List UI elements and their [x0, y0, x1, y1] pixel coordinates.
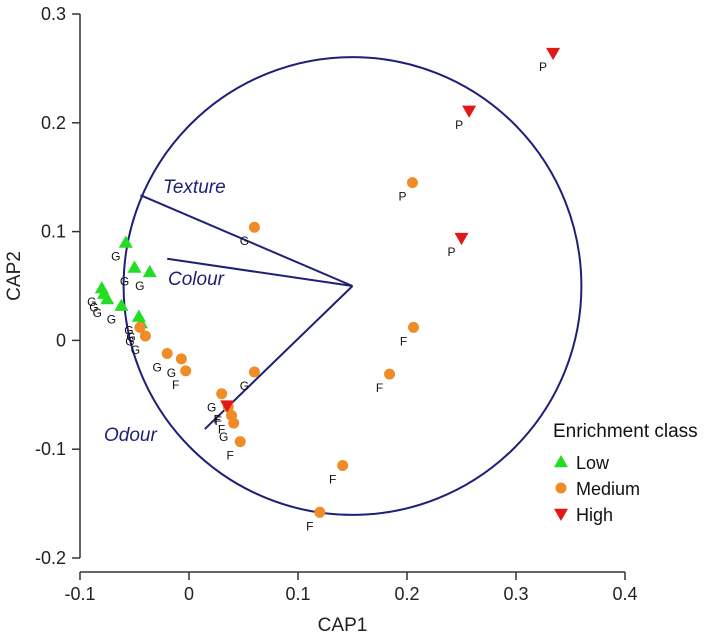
point-label: F: [213, 413, 220, 427]
point-label: G: [93, 306, 102, 320]
point-label: G: [107, 313, 116, 327]
vector-label-colour: Colour: [168, 269, 225, 290]
point-label: F: [215, 414, 222, 428]
correlation-circle: [122, 56, 583, 516]
x-tick-label: 0.1: [285, 584, 310, 604]
point-high: [546, 47, 561, 61]
point-label: G: [219, 430, 228, 444]
point-high: [454, 232, 469, 246]
point-medium: [248, 221, 260, 233]
point-label: G: [111, 249, 120, 263]
legend-marker-high: [554, 508, 568, 521]
point-label: F: [227, 449, 234, 463]
point-label: F: [400, 334, 407, 348]
x-tick-label: 0.3: [503, 584, 528, 604]
point-label: G: [124, 323, 133, 337]
x-tick-label: 0.4: [612, 584, 637, 604]
point-label: F: [376, 381, 383, 395]
point-high: [220, 400, 235, 413]
y-tick-label: -0.1: [35, 439, 66, 459]
point-medium: [234, 436, 246, 448]
point-medium: [406, 177, 418, 189]
point-medium: [134, 321, 146, 333]
vector-texture: [140, 194, 353, 287]
point-medium: [139, 330, 151, 342]
point-label: G: [153, 360, 162, 374]
point-label: P: [455, 118, 463, 132]
legend-label-low: Low: [576, 453, 610, 473]
legend-label-high: High: [576, 505, 613, 525]
point-low: [142, 264, 157, 278]
point-medium: [408, 321, 420, 333]
x-tick-label: -0.1: [64, 584, 95, 604]
point-medium: [228, 417, 240, 429]
point-label: G: [125, 334, 134, 348]
point-medium: [337, 460, 349, 472]
vector-label-texture: Texture: [163, 177, 226, 198]
vector-label-odour: Odour: [104, 425, 157, 446]
x-tick-label: 0.2: [394, 584, 419, 604]
point-low: [127, 260, 142, 273]
point-low: [100, 292, 115, 305]
y-axis-title: CAP2: [4, 251, 25, 301]
point-label: G: [126, 330, 135, 344]
point-label: F: [218, 422, 225, 436]
vector-colour: [167, 257, 353, 287]
point-medium: [161, 347, 173, 359]
point-medium: [248, 366, 260, 378]
y-tick-label: -0.2: [35, 548, 66, 568]
point-label: P: [539, 60, 547, 74]
point-medium: [216, 388, 228, 400]
point-label: G: [120, 275, 129, 289]
point-label: F: [306, 519, 313, 533]
legend: Enrichment class Low Medium High: [553, 421, 698, 525]
point-label: G: [240, 379, 249, 393]
point-low: [114, 298, 129, 311]
point-label: G: [131, 343, 140, 357]
legend-title: Enrichment class: [553, 421, 698, 442]
point-label: G: [207, 401, 216, 415]
y-tick-label: 0.3: [41, 4, 66, 24]
point-label: G: [240, 234, 249, 248]
point-medium: [314, 506, 326, 518]
point-label: G: [89, 301, 98, 315]
point-high: [462, 105, 477, 118]
point-label: G: [167, 366, 176, 380]
point-label: F: [172, 378, 179, 392]
x-tick-label: 0: [184, 584, 194, 604]
point-low: [118, 235, 133, 248]
point-label: P: [398, 190, 406, 204]
point-medium: [180, 365, 192, 377]
point-label: G: [87, 295, 96, 309]
point-label: P: [447, 245, 455, 259]
x-axis-title: CAP1: [318, 615, 368, 636]
point-label: F: [329, 473, 336, 487]
point-label: G: [135, 279, 144, 293]
axes: -0.1 0 0.1 0.2 0.3 0.4 -0.2 -0.1 0 0.1 0.2 0.3 CAP1 C…: [4, 4, 638, 636]
point-medium: [384, 368, 396, 380]
legend-marker-low: [554, 455, 568, 468]
point-medium: [175, 353, 187, 365]
legend-marker-medium: [555, 482, 567, 494]
y-tick-label: 0: [56, 330, 66, 350]
y-tick-label: 0.2: [41, 113, 66, 133]
legend-label-medium: Medium: [576, 479, 640, 499]
cap-overlay: Texture Colour Odour: [104, 56, 583, 516]
y-tick-label: 0.1: [41, 222, 66, 242]
